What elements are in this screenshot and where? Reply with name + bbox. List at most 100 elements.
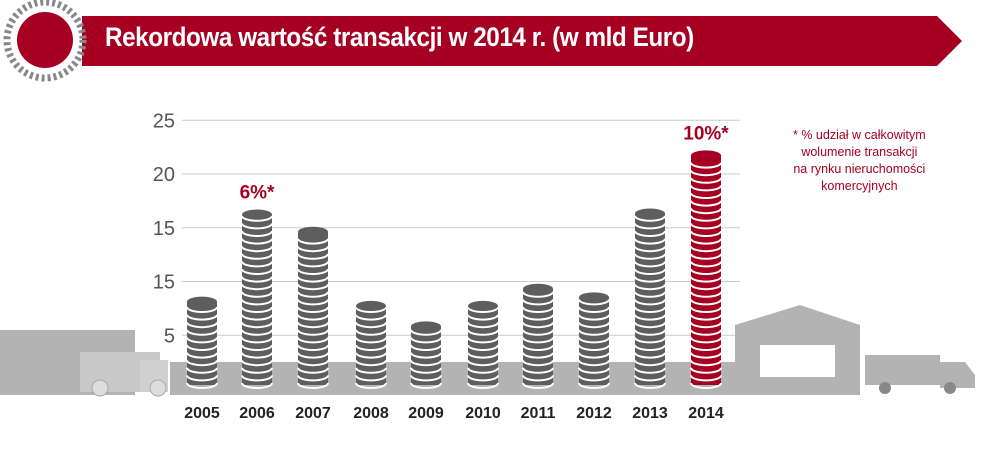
coin-edge: [690, 185, 722, 192]
coin-edge: [297, 375, 329, 382]
coin-edge: [522, 337, 554, 344]
coin-edge: [355, 382, 387, 389]
coin-edge: [410, 382, 442, 389]
coin-edge: [297, 261, 329, 268]
coin-edge: [297, 268, 329, 275]
coin-edge: [522, 321, 554, 329]
coin-edge: [690, 268, 722, 275]
coin-edge: [241, 382, 273, 389]
coin-edge: [186, 352, 218, 359]
coin-edge: [241, 276, 273, 283]
coin-edge: [690, 261, 722, 268]
coin-edge: [522, 375, 554, 382]
coin-edge: [690, 177, 722, 184]
coin-edge: [297, 337, 329, 344]
coin-edge: [241, 337, 273, 344]
coin-edge: [578, 375, 610, 382]
coin-edge: [634, 329, 666, 336]
coin-edge: [186, 375, 218, 382]
coin-stack: [298, 231, 328, 385]
coin-edge: [690, 245, 722, 253]
coin-edge: [634, 215, 666, 222]
coin-edge: [355, 375, 387, 382]
x-tick-label: 2008: [353, 405, 389, 422]
coin-edge: [522, 299, 554, 306]
footnote: * % udział w całkowitym wolumenie transa…: [793, 127, 926, 195]
coin-edge: [410, 344, 442, 351]
coin-edge: [241, 314, 273, 321]
coin-edge: [690, 230, 722, 237]
x-tick-label: 2011: [521, 405, 556, 422]
coin-edge: [634, 306, 666, 313]
coin-edge: [241, 321, 273, 329]
coin-edge: [634, 321, 666, 329]
footnote-line: komercyjnych: [821, 179, 898, 193]
coin-edge: [690, 238, 722, 245]
coin-edge: [690, 253, 722, 260]
coin-stack: [635, 213, 665, 385]
coin-edge: [690, 314, 722, 321]
coin-edge: [410, 352, 442, 359]
coin-edge: [467, 352, 499, 359]
coin-edge: [241, 352, 273, 359]
bar-2013: [634, 208, 666, 389]
coin-edge: [522, 344, 554, 351]
x-tick-label: 2006: [239, 405, 275, 422]
coin-edge: [297, 314, 329, 321]
coin-edge: [522, 314, 554, 321]
coin-edge: [186, 329, 218, 336]
coin-edge: [634, 359, 666, 367]
bar-2007: [297, 226, 329, 389]
coin-edge: [578, 344, 610, 351]
coin-edge: [634, 314, 666, 321]
coin-edge: [634, 283, 666, 291]
y-tick-label: 15: [153, 218, 175, 240]
coin-edge: [241, 245, 273, 253]
coin-edge: [186, 314, 218, 321]
coin-edge: [690, 169, 722, 177]
coin-edge: [355, 337, 387, 344]
bar-2012: [578, 292, 610, 389]
left-building-truck-icon: [0, 330, 168, 397]
coin-stack: [691, 155, 721, 385]
coin-edge: [634, 261, 666, 268]
coin-edge: [467, 382, 499, 389]
coin-edge: [690, 207, 722, 215]
coin-edge: [690, 223, 722, 230]
coin-edge: [297, 306, 329, 313]
coin-edge: [297, 382, 329, 389]
coin-edge: [355, 314, 387, 321]
coin-edge: [410, 337, 442, 344]
coin-edge: [634, 230, 666, 237]
coin-edge: [241, 268, 273, 275]
coin-edge: [355, 352, 387, 359]
title-banner: [82, 16, 962, 66]
coin-edge: [355, 367, 387, 374]
coin-edge: [634, 253, 666, 260]
coin-edge: [186, 359, 218, 367]
coin-stack: [242, 214, 272, 385]
x-tick-label: 2014: [688, 405, 724, 422]
coin-edge: [690, 367, 722, 374]
coin-top: [411, 321, 441, 332]
coin-edge: [522, 352, 554, 359]
coin-edge: [241, 215, 273, 222]
coin-edge: [241, 306, 273, 313]
coin-edge: [297, 329, 329, 336]
coin-edge: [241, 344, 273, 351]
coin-top: [356, 300, 386, 311]
coin-edge: [578, 329, 610, 336]
right-warehouse-truck-icon: [735, 305, 975, 395]
coin-top: [298, 226, 328, 237]
coin-top: [187, 296, 217, 307]
coin-edge: [578, 337, 610, 344]
coin-edge: [297, 344, 329, 351]
coin-edge: [186, 321, 218, 329]
coin-edge: [467, 306, 499, 313]
coin-edge: [522, 382, 554, 389]
data-label: 6%*: [240, 183, 275, 204]
coin-edge: [634, 352, 666, 359]
coin-edge: [690, 276, 722, 283]
coin-edge: [241, 283, 273, 291]
